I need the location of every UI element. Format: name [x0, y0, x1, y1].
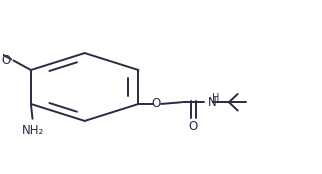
Text: O: O	[189, 121, 198, 133]
Text: O: O	[151, 97, 161, 110]
Text: NH₂: NH₂	[21, 124, 43, 137]
Text: N: N	[208, 96, 217, 109]
Text: O: O	[2, 54, 11, 67]
Text: H: H	[212, 93, 219, 103]
